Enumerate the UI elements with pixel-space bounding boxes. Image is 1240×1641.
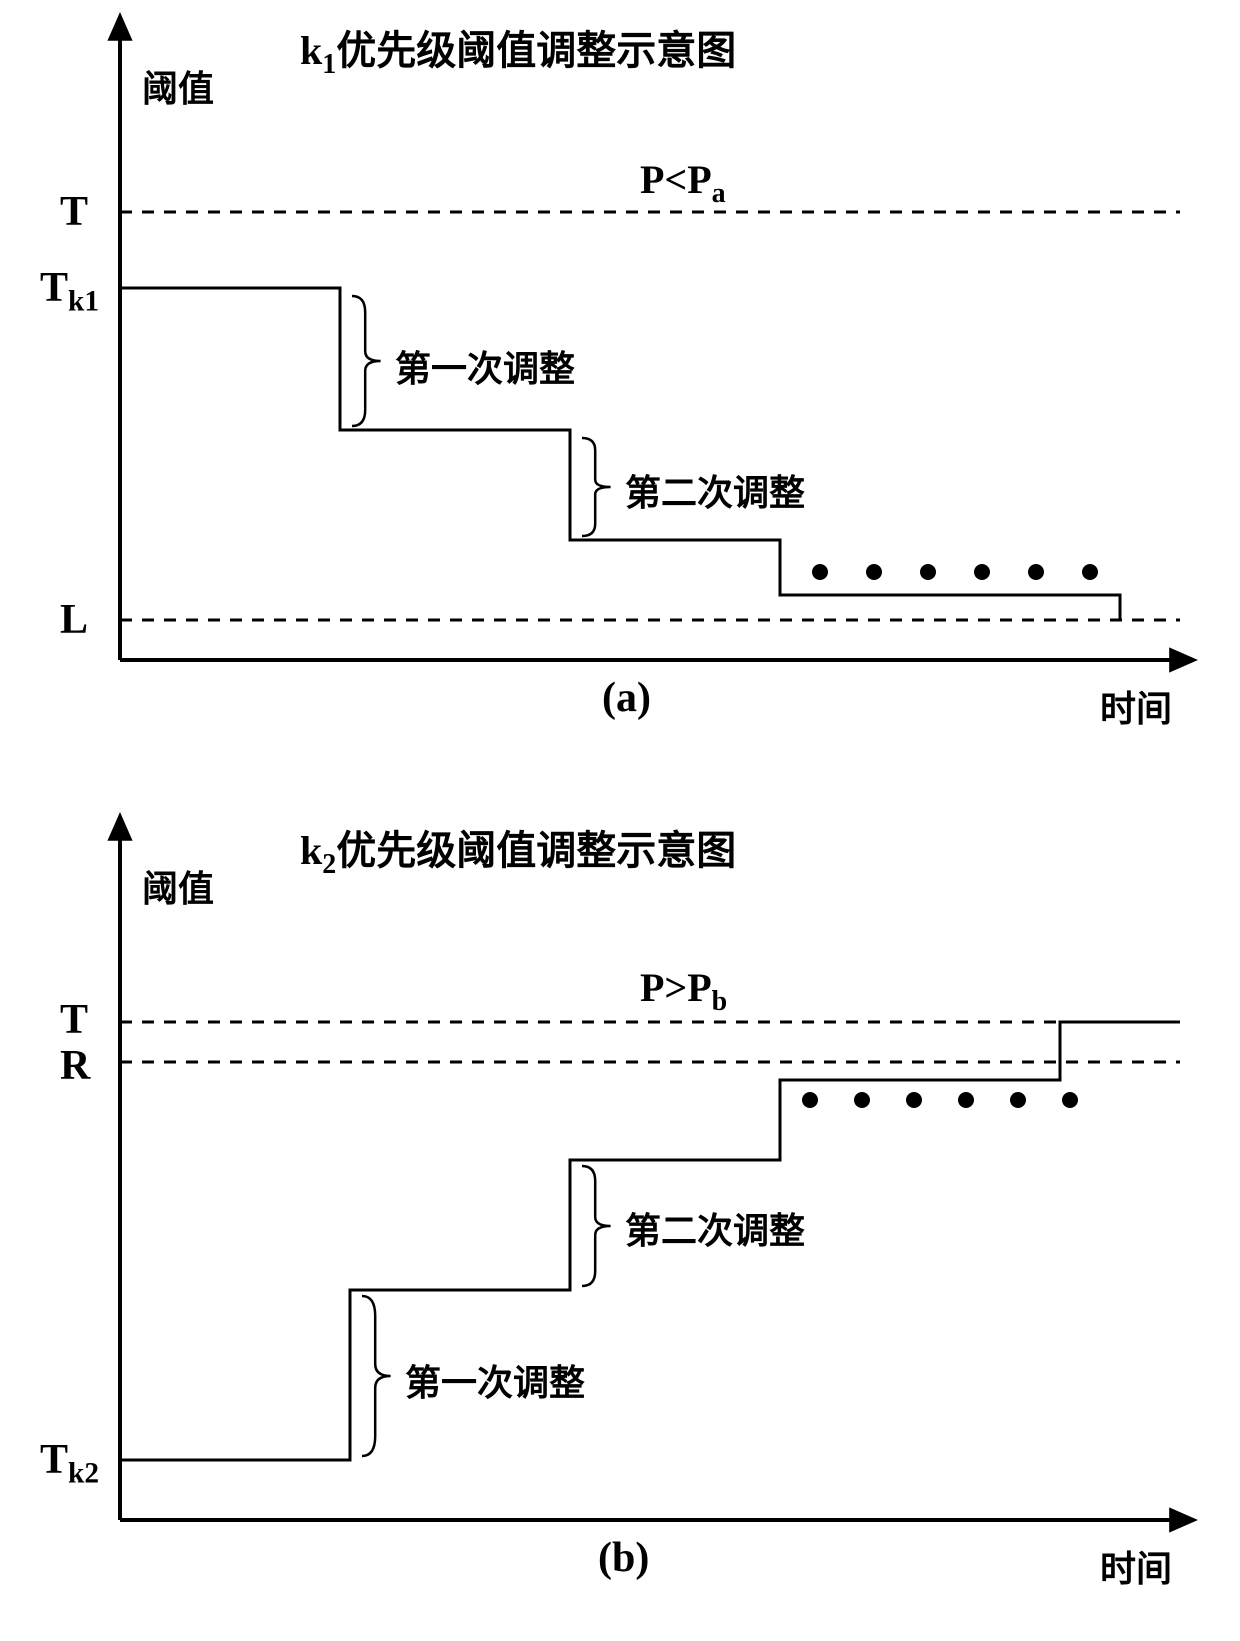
panel-b-svg [0,800,1240,1620]
step-a [120,288,1120,620]
condition-a: P<Pa [640,156,726,210]
ellipsis-dot [906,1092,922,1108]
x-arrow-a [1169,647,1198,672]
tick-L-a: L [60,596,88,644]
ellipsis-dot [1062,1092,1078,1108]
ellipsis-dot [920,564,936,580]
tick-Tk2-b: Tk2 [40,1436,99,1490]
panel-a: k1优先级阈值调整示意图 阈值 时间 T Tk1 L P<Pa 第一次调整 第二… [0,0,1240,750]
y-arrow-a [107,12,132,41]
y-label-b: 阈值 [142,860,214,912]
x-label-a: 时间 [1100,680,1172,732]
tick-R-b: R [60,1042,90,1090]
tick-T-a: T [60,188,88,236]
tick-Tk1-a: Tk1 [40,264,99,318]
axes-b [107,812,1198,1533]
annot2-a: 第二次调整 [625,464,805,516]
x-label-b: 时间 [1100,1540,1172,1592]
ellipsis-dot [812,564,828,580]
annot1-a: 第一次调整 [395,340,575,392]
brace1-b [362,1296,391,1456]
panel-a-svg [0,0,1240,760]
y-arrow-b [107,812,132,841]
dots-b [802,1092,1078,1108]
brace2-a [582,438,611,536]
tick-T-b: T [60,996,88,1044]
annot1-b: 第一次调整 [405,1354,585,1406]
panel-b: k2优先级阈值调整示意图 阈值 时间 T R Tk2 P>Pb 第一次调整 第二… [0,800,1240,1600]
sublabel-b: (b) [598,1534,649,1582]
brace2-b [582,1166,611,1286]
ellipsis-dot [1010,1092,1026,1108]
brace1-a [352,296,381,426]
condition-b: P>Pb [640,964,727,1018]
y-label-a: 阈值 [142,60,214,112]
dots-a [812,564,1098,580]
x-arrow-b [1169,1507,1198,1532]
ellipsis-dot [1028,564,1044,580]
annot2-b: 第二次调整 [625,1202,805,1254]
ellipsis-dot [802,1092,818,1108]
sublabel-a: (a) [602,674,651,722]
ellipsis-dot [974,564,990,580]
ellipsis-dot [1082,564,1098,580]
ellipsis-dot [866,564,882,580]
ellipsis-dot [854,1092,870,1108]
ellipsis-dot [958,1092,974,1108]
